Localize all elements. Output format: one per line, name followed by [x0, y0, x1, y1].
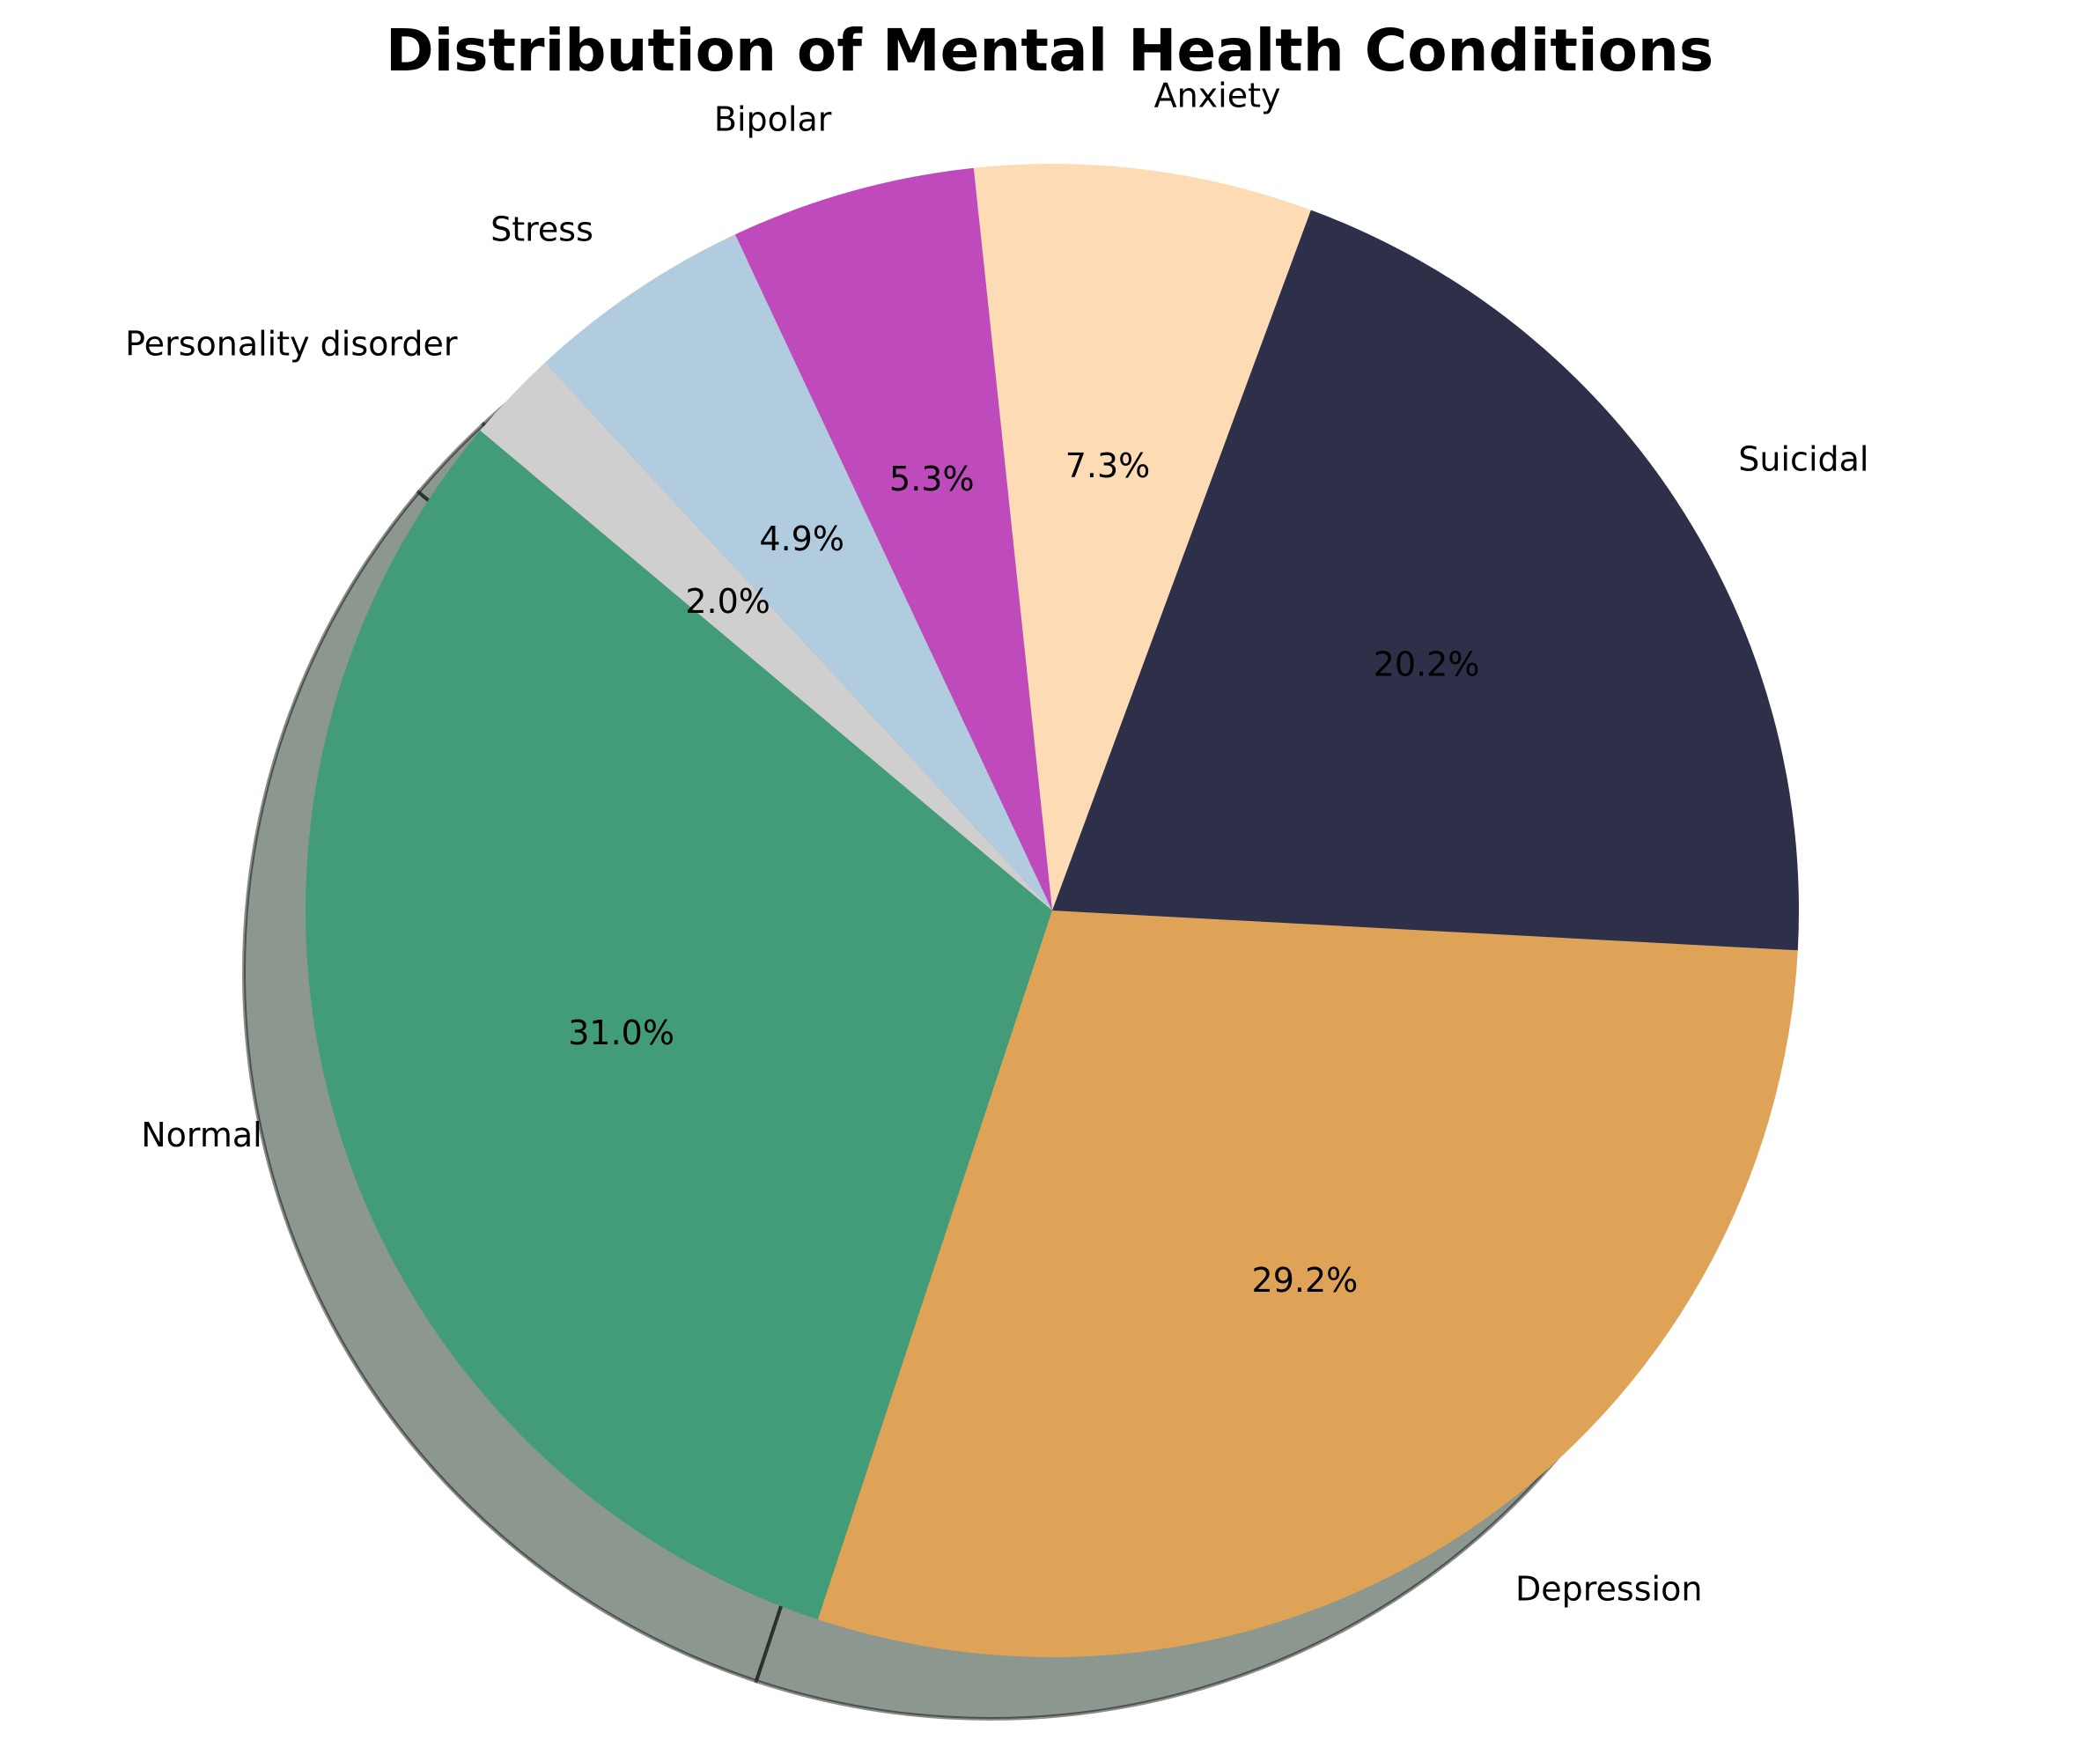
pie-slice-depression — [817, 910, 1798, 1658]
pct-label-anxiety: 7.3% — [1065, 446, 1151, 485]
slice-label-depression: Depression — [1515, 1569, 1702, 1608]
pie-slice-normal — [305, 430, 1052, 1620]
pct-label-suicidal: 20.2% — [1374, 645, 1480, 683]
slice-label-stress: Stress — [490, 210, 593, 248]
pct-label-personality-disorder: 2.0% — [685, 582, 770, 621]
label-layer: Normal 31.0% Depression 29.2% Suicidal 20.2% A… — [125, 76, 1868, 1608]
pie-slice-personality-disorder — [480, 362, 1052, 911]
slice-label-normal: Normal — [141, 1116, 262, 1154]
pie-slice-stress — [544, 234, 1052, 910]
slice-label-suicidal: Suicidal — [1738, 439, 1868, 478]
pct-label-depression: 29.2% — [1252, 1261, 1359, 1300]
chart-title: Distribution of Mental Health Conditions — [386, 17, 1713, 85]
pie-slice-suicidal — [1052, 210, 1800, 951]
slice-label-personality-disorder: Personality disorder — [125, 325, 458, 364]
pie-slice-anxiety — [973, 163, 1311, 910]
pct-label-normal: 31.0% — [568, 1014, 674, 1052]
pct-label-stress: 4.9% — [759, 520, 844, 558]
pct-label-bipolar: 5.3% — [889, 460, 975, 498]
slice-layer — [305, 163, 1800, 1658]
slice-label-bipolar: Bipolar — [714, 100, 832, 139]
slice-label-anxiety: Anxiety — [1154, 76, 1281, 114]
pie-slice-bipolar — [734, 167, 1052, 910]
